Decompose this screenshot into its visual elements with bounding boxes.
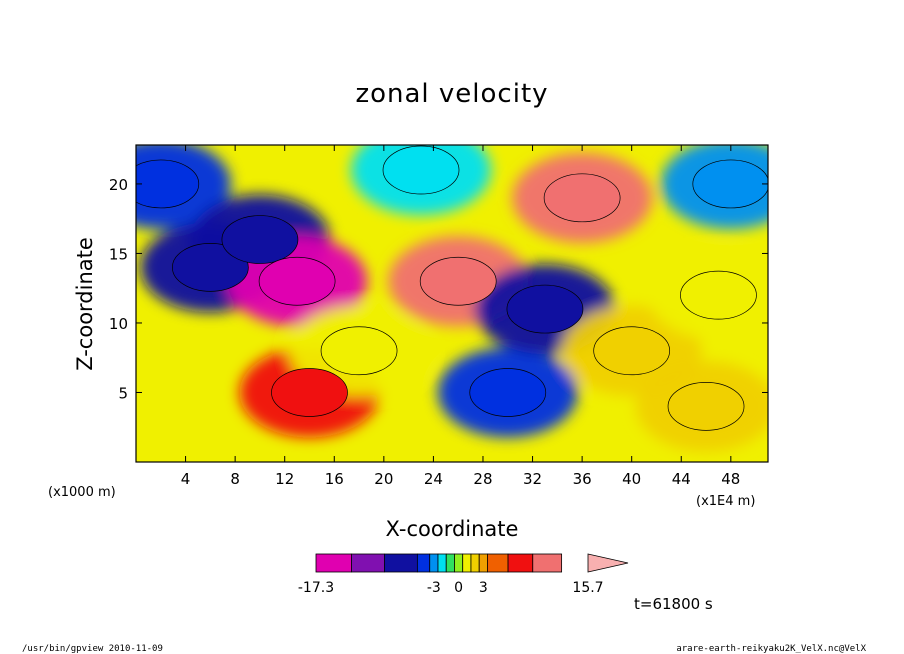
field-sample-core [593,326,670,375]
x-tick-label: 24 [424,470,443,488]
footer-right: arare-earth-reikyaku2K_VelX.nc@VelX [676,644,866,654]
field-sample-core [420,257,497,306]
x-tick-label: 28 [473,470,492,488]
contour-line [667,382,745,431]
field-sample-core [668,382,745,431]
colorbar-band [429,553,439,573]
field-sample-core [383,146,460,195]
colorbar [315,553,629,573]
contour-line [692,159,768,209]
field-sample-core [544,173,621,222]
colorbar-labels: -17.3 -3 0 3 15.7 [298,580,604,596]
colorbar-band [445,553,455,573]
heatmap-plot [135,144,769,463]
x-tick-label: 44 [672,470,691,488]
x-axis-label: X-coordinate [386,517,519,541]
colorbar-label: -17.3 [298,580,334,596]
y-tick-label: 5 [118,384,128,402]
contour-line [506,284,584,334]
contour-line [172,243,249,292]
colorbar-arrow [587,553,629,573]
y-tick-label: 20 [109,176,128,194]
colorbar-band [470,553,480,573]
x-tick-label: 12 [275,470,294,488]
field-sample-core [692,159,768,208]
plot-frame [135,144,769,463]
x-tick-label: 36 [573,470,592,488]
contour-line [680,270,757,320]
colorbar-band [478,553,488,573]
x-tick-label: 40 [622,470,641,488]
time-label: t=61800 s [634,595,713,613]
contour-line [136,159,200,209]
colorbar-band [454,553,464,573]
field-sample-core [172,243,249,292]
contour-line [543,173,621,223]
colorbar-label: 3 [479,580,488,596]
y-axis-label: Z-coordinate [73,237,97,371]
colorbar-band [487,553,509,573]
contour-line [419,256,497,306]
field-sample-core [469,368,546,417]
y-tick-label: 15 [109,245,128,263]
x-tick-label: 8 [230,470,240,488]
field-sample-core [136,159,199,208]
chart-title: zonal velocity [355,79,548,109]
contour-line [382,145,460,195]
contour-line [271,368,348,417]
colorbar-band [416,553,431,573]
field-sample-core [259,257,336,306]
colorbar-band [315,553,352,573]
y-unit-label: (x1E4 m) [696,494,755,509]
colorbar-label: -3 [427,580,441,596]
contour-line [593,326,671,376]
x-tick-label: 48 [721,470,740,488]
field-sample-core [221,215,298,264]
x-tick-label: 20 [374,470,393,488]
contour-line [221,215,299,264]
colorbar-band [462,553,472,573]
y-tick-label: 10 [109,315,128,333]
field-sample-core [271,368,348,417]
colorbar-band [384,553,418,573]
x-tick-label: 4 [181,470,191,488]
contour-line [258,256,336,306]
field-sample-core [506,285,583,334]
colorbar-label: 15.7 [572,580,603,596]
contour-line [469,368,547,417]
colorbar-band [507,553,534,573]
x-unit-label: (x1000 m) [48,485,116,500]
colorbar-band [351,553,385,573]
colorbar-label: 0 [454,580,463,596]
x-tick-label: 16 [325,470,344,488]
colorbar-band [532,553,563,573]
x-axis: 4 8 12 16 20 24 28 32 36 40 44 48 [181,145,740,488]
field-sample-core [321,326,398,375]
footer-left: /usr/bin/gpview 2010-11-09 [22,644,163,654]
field-sample-core [680,271,757,320]
contour-line [320,326,398,376]
colorbar-band [437,553,447,573]
x-tick-label: 32 [523,470,542,488]
y-axis: 5 10 15 20 [109,176,768,402]
